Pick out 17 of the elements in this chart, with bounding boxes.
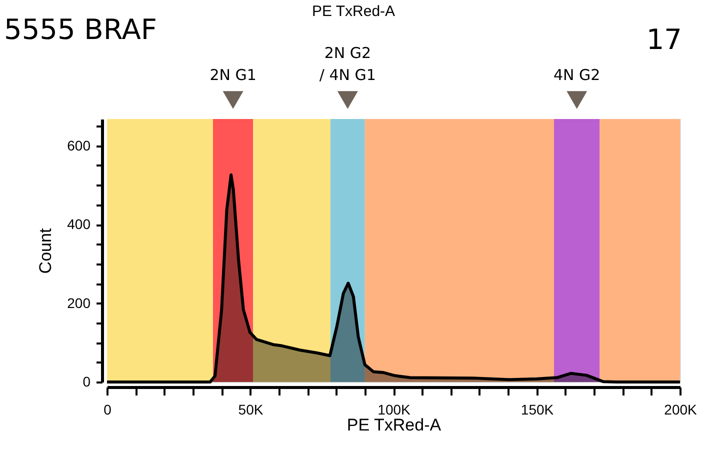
y-tick-label: 0 — [82, 374, 91, 390]
text: 17 — [646, 23, 682, 56]
text: PE TxRed-A — [312, 3, 396, 20]
x-axis-title: PE TxRed-A — [346, 416, 442, 434]
y-tick-label: 400 — [67, 216, 91, 232]
x-tick-label: 50K — [238, 402, 264, 418]
chart-title: 5555 BRAF — [4, 13, 157, 46]
x-tick-label: 0 — [104, 402, 112, 418]
y-tick-label: 200 — [67, 294, 91, 311]
x-tick-label: 100K — [378, 402, 412, 418]
band-label: 2N G2 / 4N G1 — [319, 44, 376, 84]
band-label: 2N G1 — [210, 66, 256, 84]
x-tick-label: 150K — [520, 402, 554, 418]
y-tick-label: 600 — [67, 137, 91, 154]
x-tick-label: 200K — [664, 402, 698, 418]
band-label: 4N G2 — [554, 66, 600, 84]
y-axis-title: Count — [36, 228, 56, 274]
